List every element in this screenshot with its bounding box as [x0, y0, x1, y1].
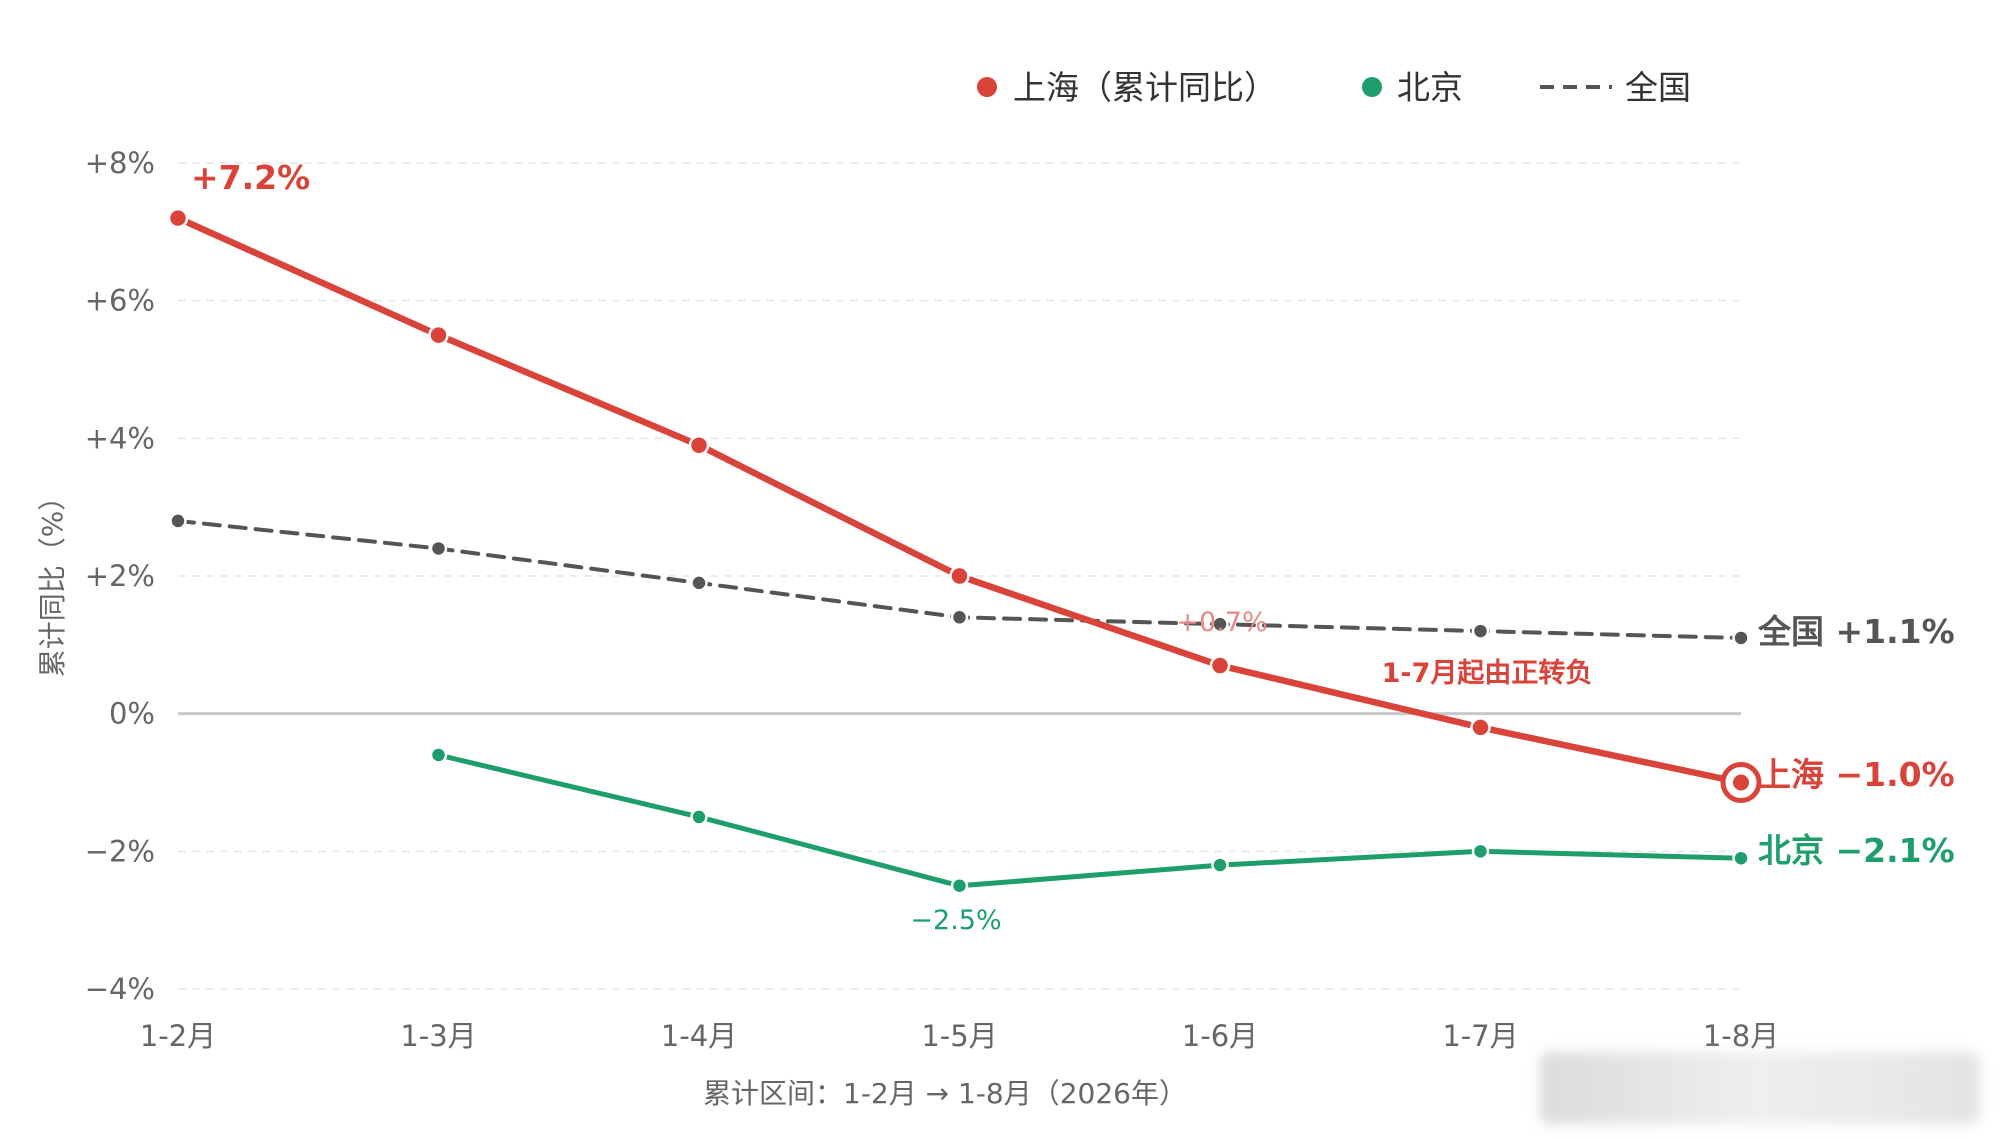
y-tick-label: +4% — [85, 421, 155, 455]
data-point — [949, 565, 970, 587]
data-point — [688, 434, 710, 456]
data-point — [429, 746, 448, 764]
series-line — [174, 214, 1745, 786]
x-axis-ticks: 1-2月 1-3月 1-4月 1-5月 1-6月 1-7月 1-8月 — [140, 1019, 1779, 1053]
data-point — [1471, 622, 1490, 640]
data-point — [1470, 717, 1491, 738]
annotation-national-end: 全国 +1.1% — [1757, 612, 1955, 651]
legend-label-shanghai: 上海（累计同比） — [1013, 68, 1277, 107]
data-point — [1211, 856, 1229, 874]
annotation-beijing-end: 北京 −2.1% — [1758, 831, 1955, 870]
annotation-shanghai-mid: +0.7% — [1176, 607, 1267, 638]
x-tick-label: 1-4月 — [661, 1019, 737, 1053]
legend-marker-shanghai — [977, 77, 997, 97]
data-point — [169, 512, 187, 530]
data-point — [1732, 849, 1750, 867]
annotation-shanghai-end: 上海 −1.0% — [1758, 755, 1955, 794]
y-axis-title: 累计同比（%） — [36, 483, 69, 678]
watermark-blur — [1540, 1052, 1980, 1124]
series-line — [436, 752, 1744, 889]
y-tick-label: 0% — [109, 697, 155, 731]
y-tick-label: −2% — [85, 834, 155, 868]
data-point — [690, 808, 708, 826]
x-tick-label: 1-6月 — [1182, 1019, 1258, 1053]
legend-label-beijing: 北京 — [1397, 68, 1463, 107]
data-point — [429, 539, 448, 558]
data-point — [1732, 629, 1750, 647]
series-points — [167, 207, 1762, 895]
end-marker-dot — [1733, 774, 1749, 791]
data-point — [1211, 615, 1229, 633]
legend-marker-beijing — [1362, 77, 1382, 97]
data-point — [1471, 842, 1490, 861]
data-point — [167, 207, 189, 229]
x-tick-label: 1-7月 — [1442, 1019, 1518, 1053]
data-point — [1209, 655, 1231, 676]
y-tick-label: +6% — [85, 284, 155, 318]
data-point — [428, 324, 449, 346]
y-tick-label: +2% — [85, 559, 155, 593]
annotation-beijing-min: −2.5% — [910, 905, 1001, 936]
x-tick-label: 1-8月 — [1703, 1019, 1779, 1053]
data-point — [950, 877, 969, 895]
legend: 上海（累计同比） 北京 全国 — [977, 68, 1691, 107]
series-lines — [174, 214, 1745, 889]
data-point — [690, 574, 708, 592]
y-axis-ticks: +8% +6% +4% +2% 0% −2% −4% — [85, 146, 155, 1006]
x-tick-label: 1-5月 — [921, 1019, 997, 1053]
annotation-shanghai-cross: 1-7月起由正转负 — [1382, 658, 1593, 689]
y-tick-label: −4% — [85, 972, 155, 1006]
y-tick-label: +8% — [85, 146, 155, 180]
x-tick-label: 1-2月 — [140, 1019, 216, 1053]
annotation-shanghai-start: +7.2% — [191, 158, 310, 197]
data-point — [950, 608, 969, 627]
legend-label-national: 全国 — [1625, 68, 1691, 107]
x-tick-label: 1-3月 — [400, 1019, 476, 1053]
x-axis-title: 累计区间：1-2月 → 1-8月（2026年） — [703, 1077, 1187, 1110]
